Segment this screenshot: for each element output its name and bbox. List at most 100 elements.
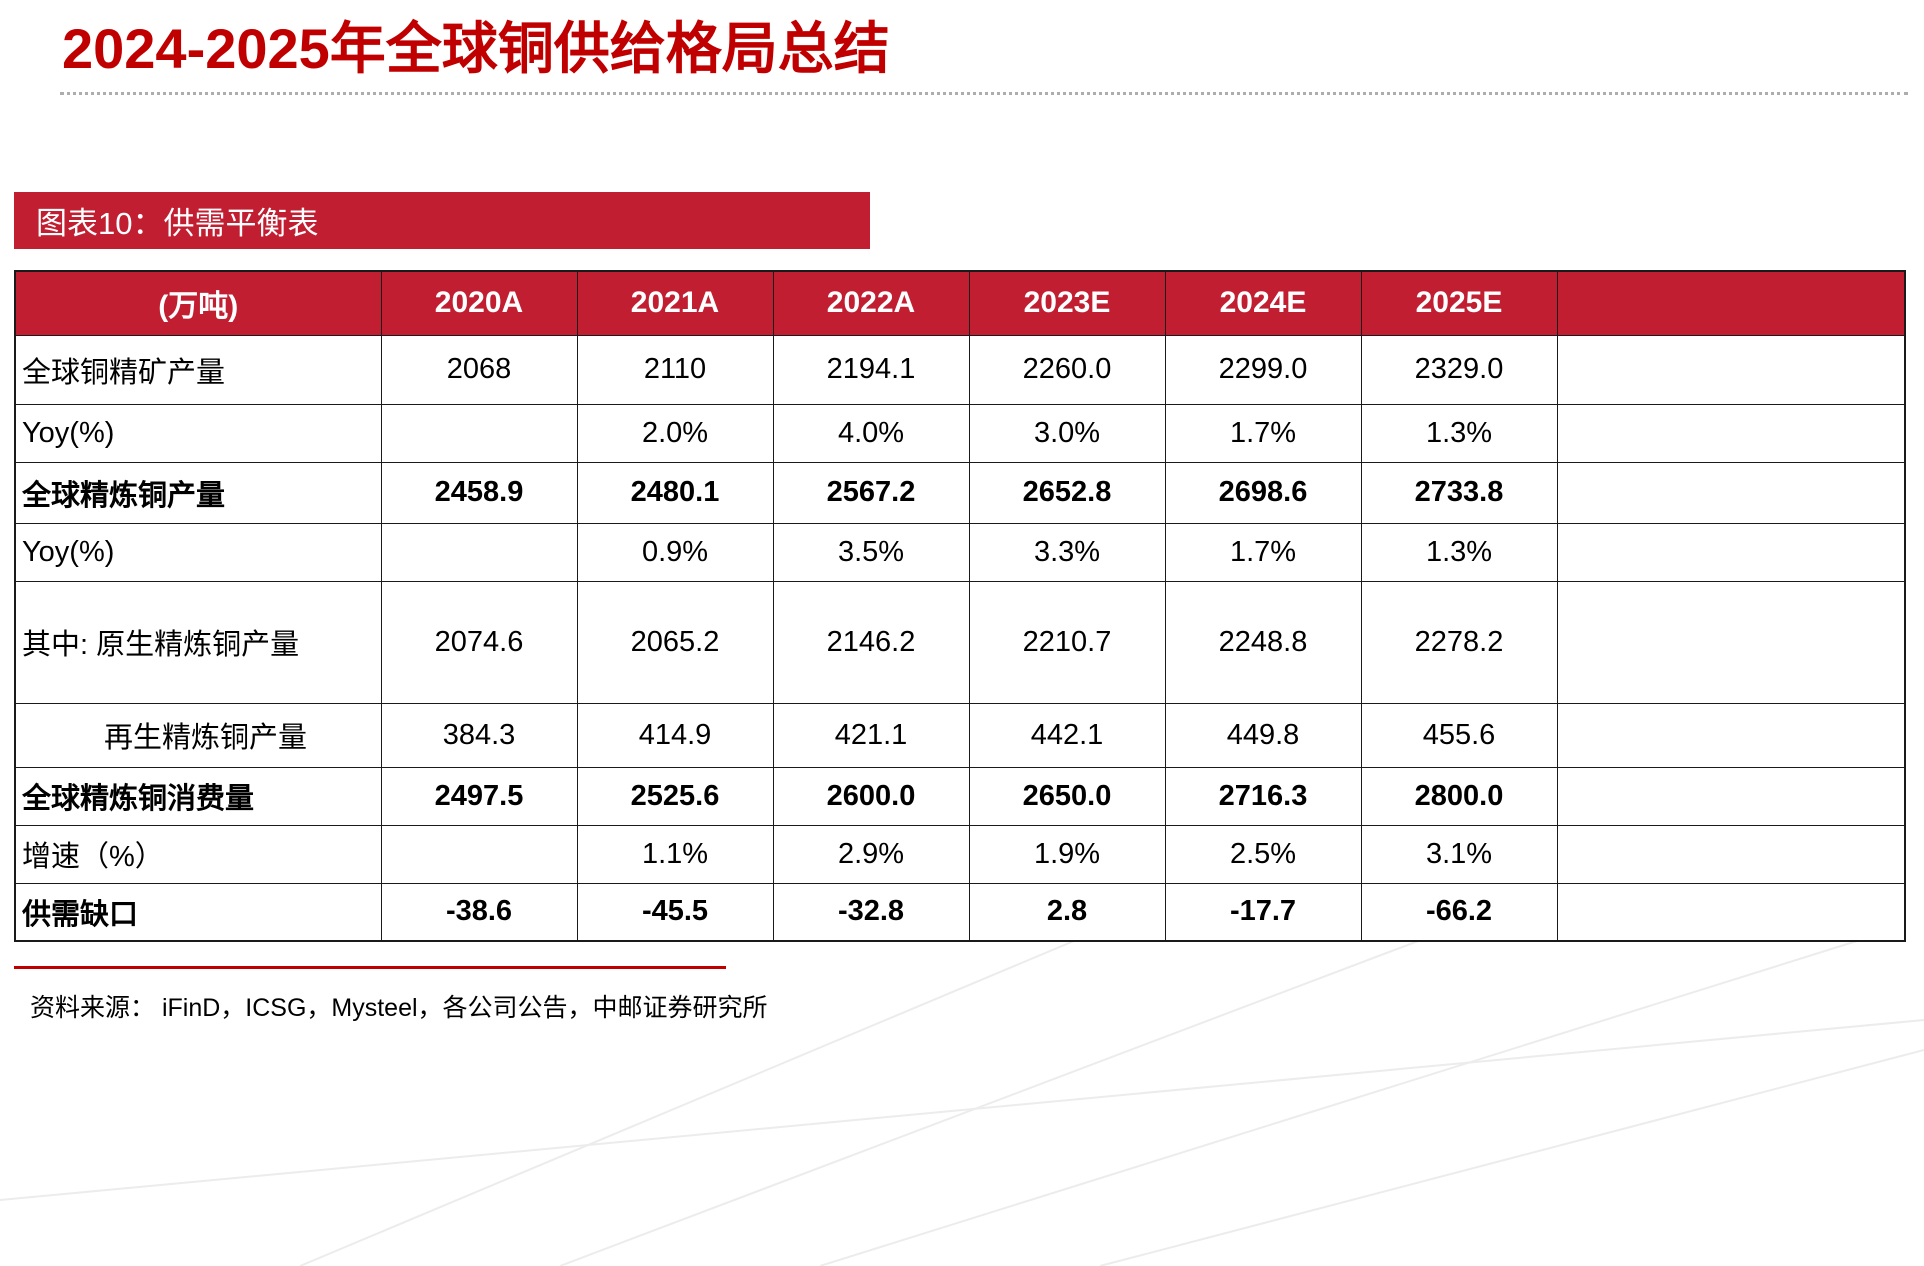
cell-value: 2110 <box>576 334 774 405</box>
cell-spacer <box>1556 702 1906 768</box>
cell-value: 2299.0 <box>1164 334 1362 405</box>
figure-banner-label: 图表10：供需平衡表 <box>36 206 319 241</box>
column-header-2020a: 2020A <box>380 270 578 336</box>
cell-value: 2074.6 <box>380 580 578 704</box>
cell-value: 421.1 <box>772 702 970 768</box>
cell-value: 442.1 <box>968 702 1166 768</box>
unit-header: (万吨) <box>14 270 382 336</box>
cell-value: 2716.3 <box>1164 766 1362 826</box>
column-header-spacer <box>1556 270 1906 336</box>
cell-value: 2567.2 <box>772 461 970 524</box>
table-row: 供需缺口 -38.6 -45.5 -32.8 2.8 -17.7 -66.2 <box>14 882 1906 942</box>
cell-value: 1.9% <box>968 824 1166 884</box>
cell-value: 2194.1 <box>772 334 970 405</box>
row-label: 再生精炼铜产量 <box>14 702 382 768</box>
row-label: 全球铜精矿产量 <box>14 334 382 405</box>
cell-value: 2733.8 <box>1360 461 1558 524</box>
cell-value: -45.5 <box>576 882 774 942</box>
cell-value: 1.3% <box>1360 403 1558 463</box>
table-row: Yoy(%) 0.9% 3.5% 3.3% 1.7% 1.3% <box>14 522 1906 582</box>
cell-value: -66.2 <box>1360 882 1558 942</box>
cell-value: 3.1% <box>1360 824 1558 884</box>
cell-value: 2800.0 <box>1360 766 1558 826</box>
cell-value: 2698.6 <box>1164 461 1362 524</box>
cell-value: 2.0% <box>576 403 774 463</box>
figure-banner: 图表10：供需平衡表 <box>14 192 870 249</box>
cell-value: 2068 <box>380 334 578 405</box>
table-row: 全球铜精矿产量 2068 2110 2194.1 2260.0 2299.0 2329.0 <box>14 334 1906 405</box>
cell-spacer <box>1556 403 1906 463</box>
cell-value: 2650.0 <box>968 766 1166 826</box>
cell-value: -32.8 <box>772 882 970 942</box>
cell-spacer <box>1556 882 1906 942</box>
cell-value: 1.3% <box>1360 522 1558 582</box>
cell-value: 3.3% <box>968 522 1166 582</box>
cell-value: 2260.0 <box>968 334 1166 405</box>
column-header-2022a: 2022A <box>772 270 970 336</box>
row-label: 全球精炼铜消费量 <box>14 766 382 826</box>
table-row: 增速（%） 1.1% 2.9% 1.9% 2.5% 3.1% <box>14 824 1906 884</box>
table-row: 全球精炼铜产量 2458.9 2480.1 2567.2 2652.8 2698.6 273… <box>14 461 1906 524</box>
cell-value: 1.1% <box>576 824 774 884</box>
cell-value: 2248.8 <box>1164 580 1362 704</box>
cell-value: 384.3 <box>380 702 578 768</box>
cell-value: 2.9% <box>772 824 970 884</box>
cell-value: 3.5% <box>772 522 970 582</box>
supply-demand-table: (万吨) 2020A 2021A 2022A 2023E 2024E 2025E 全球铜精… <box>14 270 1906 942</box>
row-label: 供需缺口 <box>14 882 382 942</box>
column-header-2021a: 2021A <box>576 270 774 336</box>
cell-spacer <box>1556 461 1906 524</box>
cell-value: 2278.2 <box>1360 580 1558 704</box>
cell-value: 2458.9 <box>380 461 578 524</box>
cell-value: -38.6 <box>380 882 578 942</box>
cell-spacer <box>1556 580 1906 704</box>
row-label: Yoy(%) <box>14 403 382 463</box>
source-note: 资料来源： iFinD，ICSG，Mysteel，各公司公告，中邮证券研究所 <box>30 994 768 1022</box>
cell-spacer <box>1556 766 1906 826</box>
cell-value: 1.7% <box>1164 403 1362 463</box>
background-grid-lines <box>0 909 1924 1266</box>
cell-value <box>380 824 578 884</box>
title-divider <box>60 92 1908 95</box>
cell-value: 2600.0 <box>772 766 970 826</box>
cell-value: 1.7% <box>1164 522 1362 582</box>
cell-value: 2525.6 <box>576 766 774 826</box>
row-label: 全球精炼铜产量 <box>14 461 382 524</box>
cell-value: 2065.2 <box>576 580 774 704</box>
table-row: 全球精炼铜消费量 2497.5 2525.6 2600.0 2650.0 2716.3 28… <box>14 766 1906 826</box>
table-row: Yoy(%) 2.0% 4.0% 3.0% 1.7% 1.3% <box>14 403 1906 463</box>
row-label: 其中: 原生精炼铜产量 <box>14 580 382 704</box>
cell-value: 414.9 <box>576 702 774 768</box>
cell-value: 449.8 <box>1164 702 1362 768</box>
source-divider <box>14 966 726 969</box>
cell-value <box>380 403 578 463</box>
cell-value: 4.0% <box>772 403 970 463</box>
cell-value: 2146.2 <box>772 580 970 704</box>
column-header-2025e: 2025E <box>1360 270 1558 336</box>
cell-value <box>380 522 578 582</box>
cell-value: 455.6 <box>1360 702 1558 768</box>
cell-value: 2.8 <box>968 882 1166 942</box>
table-header-row: (万吨) 2020A 2021A 2022A 2023E 2024E 2025E <box>14 270 1906 336</box>
cell-value: -17.7 <box>1164 882 1362 942</box>
cell-value: 2480.1 <box>576 461 774 524</box>
row-label: Yoy(%) <box>14 522 382 582</box>
cell-spacer <box>1556 334 1906 405</box>
column-header-2023e: 2023E <box>968 270 1166 336</box>
table-row: 其中: 原生精炼铜产量 2074.6 2065.2 2146.2 2210.7 2248.… <box>14 580 1906 704</box>
cell-value: 2210.7 <box>968 580 1166 704</box>
cell-value: 2.5% <box>1164 824 1362 884</box>
row-label: 增速（%） <box>14 824 382 884</box>
cell-spacer <box>1556 522 1906 582</box>
column-header-2024e: 2024E <box>1164 270 1362 336</box>
table-row: 再生精炼铜产量 384.3 414.9 421.1 442.1 449.8 455.6 <box>14 702 1906 768</box>
page-title: 2024-2025年全球铜供给格局总结 <box>62 17 890 80</box>
table-body: 全球铜精矿产量 2068 2110 2194.1 2260.0 2299.0 2329.0 Y… <box>14 334 1906 942</box>
cell-value: 2652.8 <box>968 461 1166 524</box>
cell-spacer <box>1556 824 1906 884</box>
cell-value: 2497.5 <box>380 766 578 826</box>
cell-value: 0.9% <box>576 522 774 582</box>
cell-value: 3.0% <box>968 403 1166 463</box>
cell-value: 2329.0 <box>1360 334 1558 405</box>
